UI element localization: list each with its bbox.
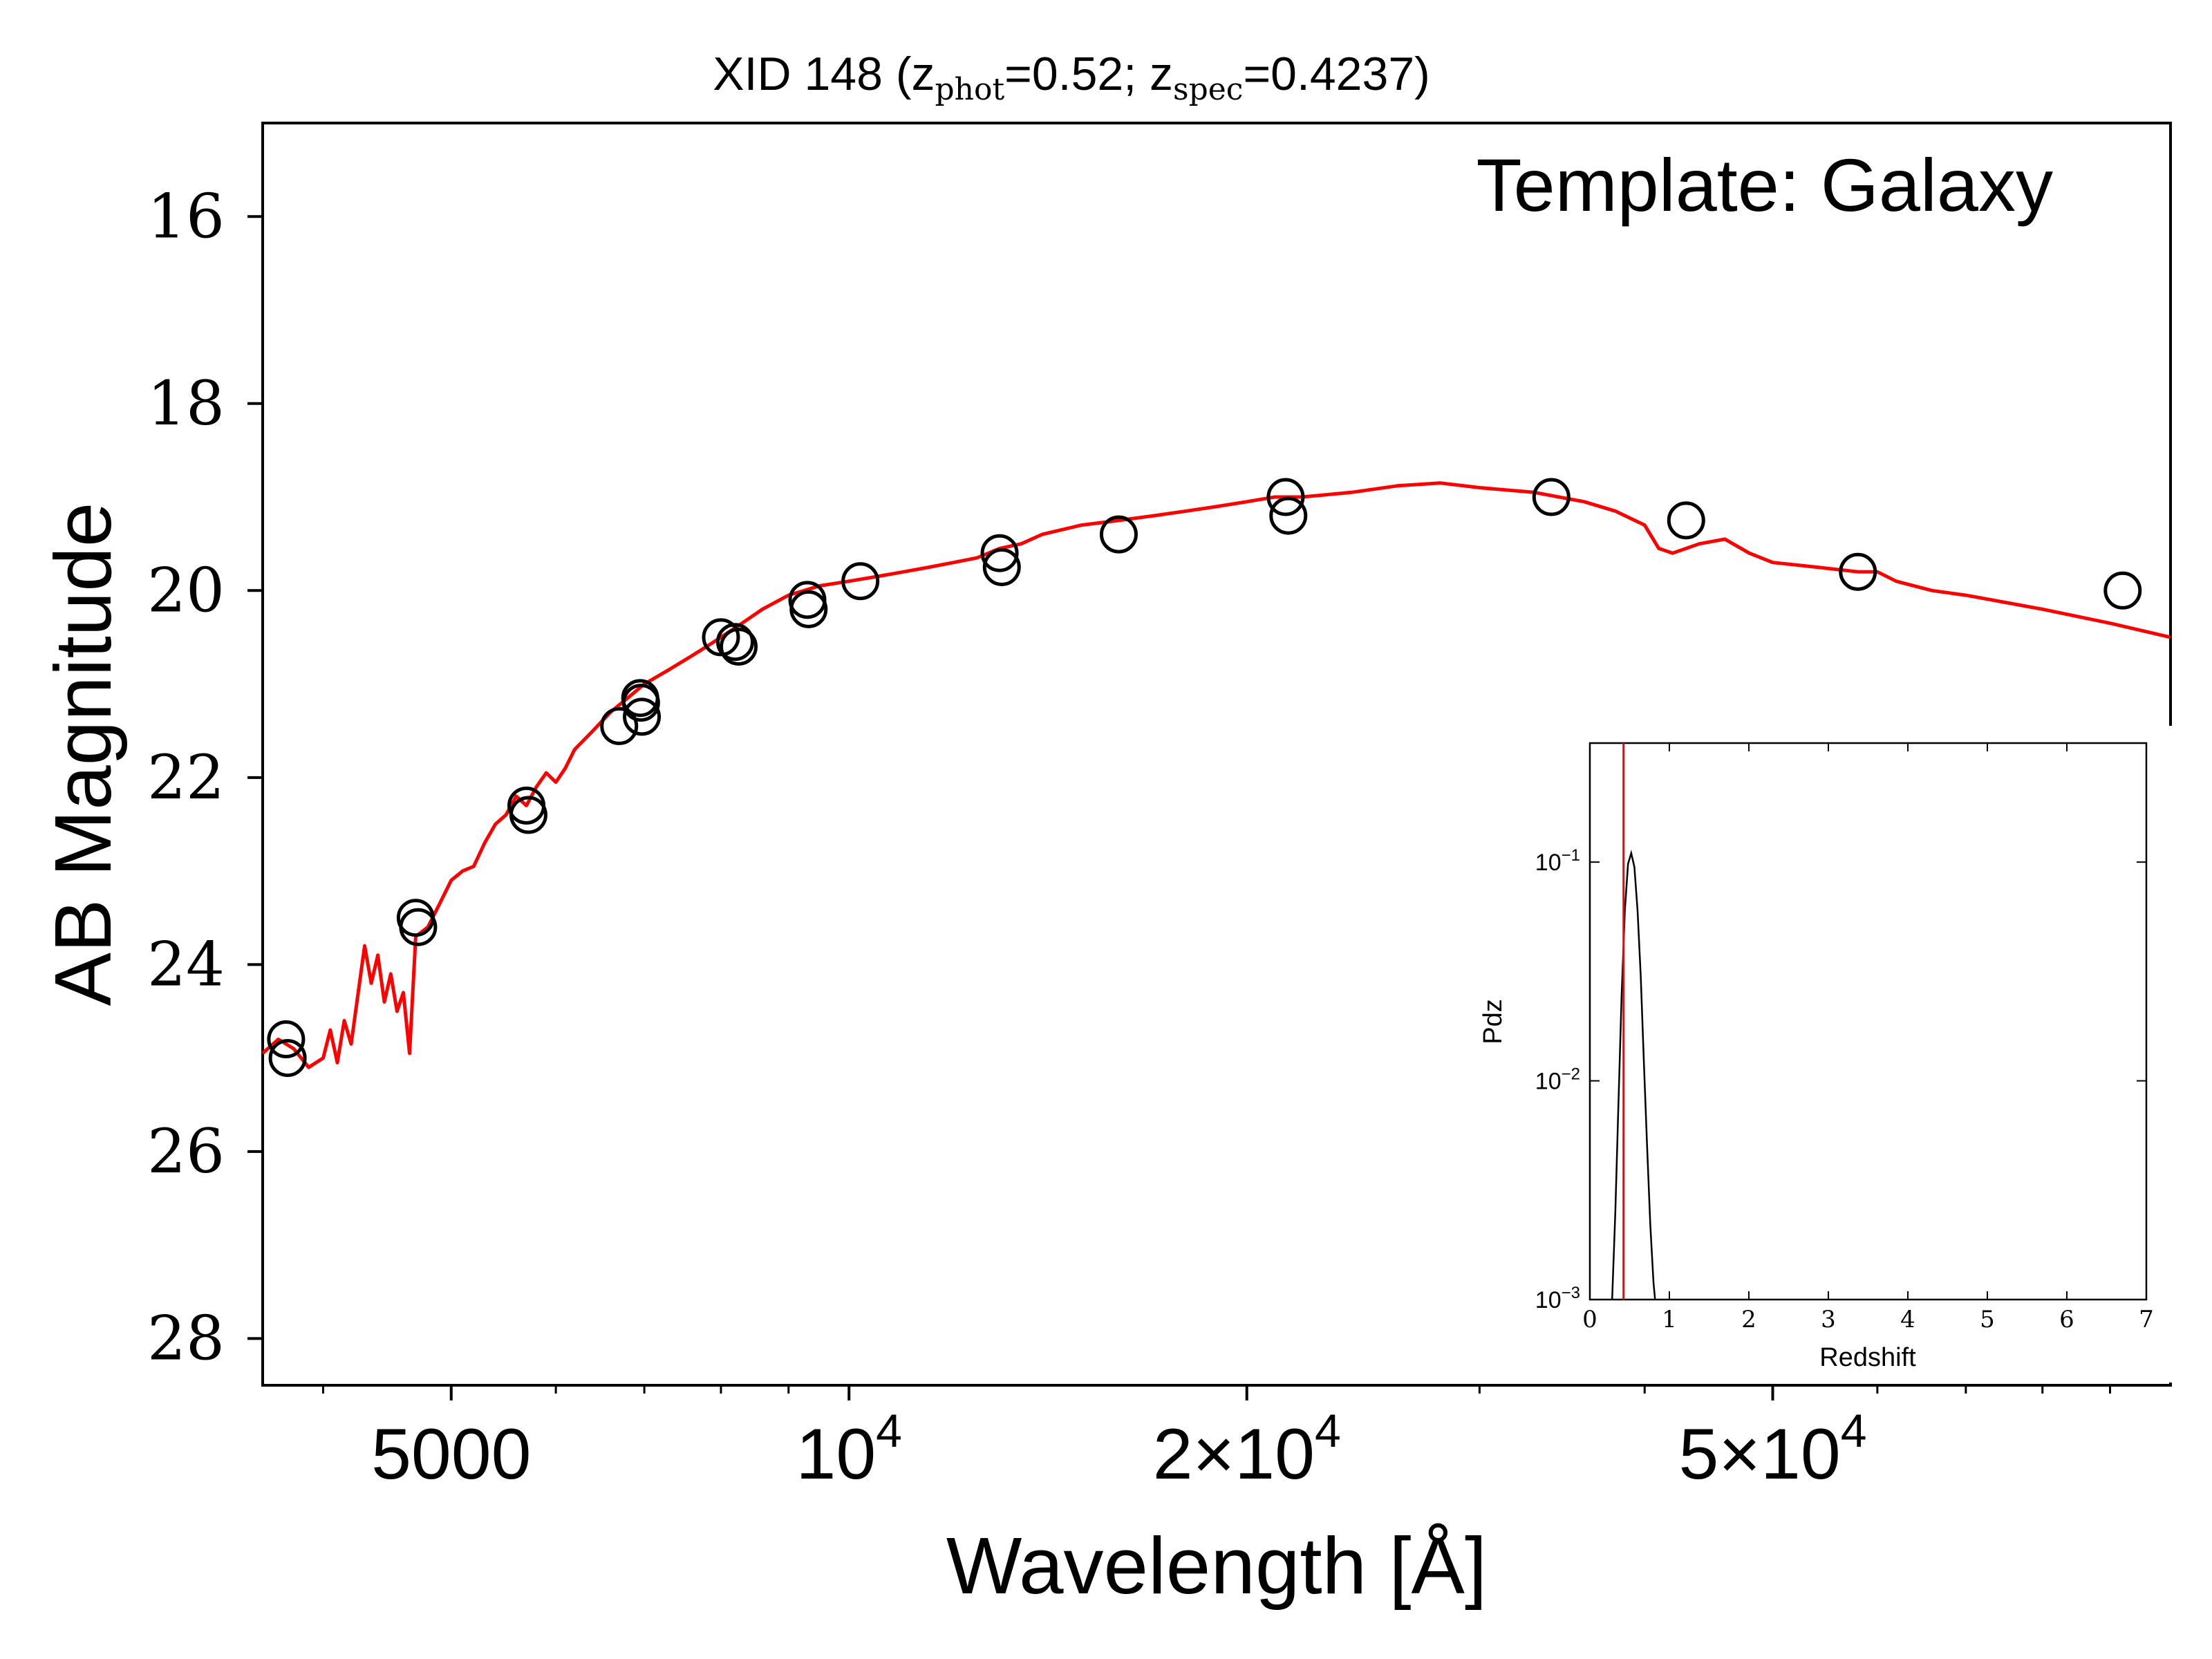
- y-axis-label: AB Magnitude: [38, 503, 128, 1006]
- photometry-point: [720, 627, 758, 666]
- photometry-point: [1532, 478, 1571, 516]
- inset-lines: [1611, 743, 1656, 1300]
- x-tick-label: 2×104: [1153, 1405, 1341, 1494]
- inset-x-tick-label: 2: [1741, 1306, 1756, 1333]
- x-axis-label: Wavelength [Å]: [946, 1521, 1487, 1611]
- inset-x-tick-label: 4: [1900, 1306, 1915, 1333]
- photometry-point: [841, 562, 880, 601]
- photometry-point: [399, 908, 438, 946]
- photometry-point: [1839, 552, 1877, 591]
- photometry-point: [1266, 478, 1305, 516]
- photometry-point: [600, 706, 639, 745]
- inset-x-label: Redshift: [1819, 1343, 1916, 1372]
- title-end: =0.4237): [1243, 48, 1430, 100]
- photometry-point: [715, 623, 754, 662]
- inset-x-tick-label: 6: [2059, 1306, 2074, 1333]
- title-sub-phot: phot: [935, 72, 1004, 107]
- y-tick-label: 20: [147, 554, 225, 626]
- inset-x-tick-label: 7: [2139, 1306, 2154, 1333]
- inset-y-tick-label: 10−2: [1535, 1065, 1580, 1095]
- photometry-point: [1269, 496, 1308, 535]
- y-tick-label: 28: [147, 1302, 225, 1374]
- x-tick-label: 5000: [371, 1414, 531, 1494]
- photometry-point: [982, 547, 1021, 586]
- photometry-point: [980, 534, 1019, 572]
- y-tick-label: 16: [147, 180, 225, 252]
- x-tick-label: 104: [796, 1405, 902, 1494]
- y-tick-label: 18: [147, 368, 225, 439]
- inset-x-tick-label: 0: [1582, 1306, 1597, 1333]
- photometry-point: [621, 684, 660, 722]
- title-prefix: XID 148 (z: [713, 48, 935, 100]
- inset-ticks: 0 1 2 3 4 5 6 7 10−1 10−2 10−3: [1535, 743, 2154, 1333]
- inset-x-tick-label: 1: [1662, 1306, 1677, 1333]
- title-mid: =0.52; z: [1004, 48, 1173, 100]
- template-annotation: Template: Galaxy: [1477, 143, 2053, 227]
- photometry-point: [789, 590, 828, 628]
- inset-x-tick-label: 5: [1980, 1306, 1995, 1333]
- photometry-point: [1099, 515, 1138, 554]
- template-line-group: [261, 481, 2171, 1069]
- y-tick-label: 22: [147, 742, 225, 813]
- y-tick-label: 26: [147, 1116, 225, 1187]
- photometry-point: [1667, 501, 1705, 540]
- template-line: [261, 481, 2171, 1069]
- inset-x-tick-label: 3: [1821, 1306, 1836, 1333]
- x-tick-label: 5×104: [1678, 1405, 1866, 1494]
- inset-frame: [1588, 742, 2148, 1301]
- pdz-inset: 0 1 2 3 4 5 6 7 10−1 10−2 10−3 Redshift Pdz: [1469, 726, 2177, 1382]
- photometry-point: [509, 796, 547, 834]
- photometry-point: [267, 1020, 306, 1059]
- photometry-points-group: [267, 478, 2142, 1078]
- inset-y-tick-label: 10−1: [1535, 846, 1580, 876]
- inset-y-label: Pdz: [1479, 999, 1508, 1044]
- inset-background: [1469, 726, 2177, 1382]
- inset-y-tick-label: 10−3: [1535, 1284, 1580, 1313]
- title-sub-spec: spec: [1173, 72, 1243, 107]
- chart-title: XID 148 (zphot=0.52; zspec=0.4237): [713, 48, 1430, 107]
- photometry-point: [623, 697, 662, 736]
- photometry-point: [268, 1039, 307, 1078]
- photometry-point: [2103, 571, 2142, 610]
- y-tick-label: 24: [147, 928, 225, 1000]
- pdz-curve: [1611, 850, 1656, 1300]
